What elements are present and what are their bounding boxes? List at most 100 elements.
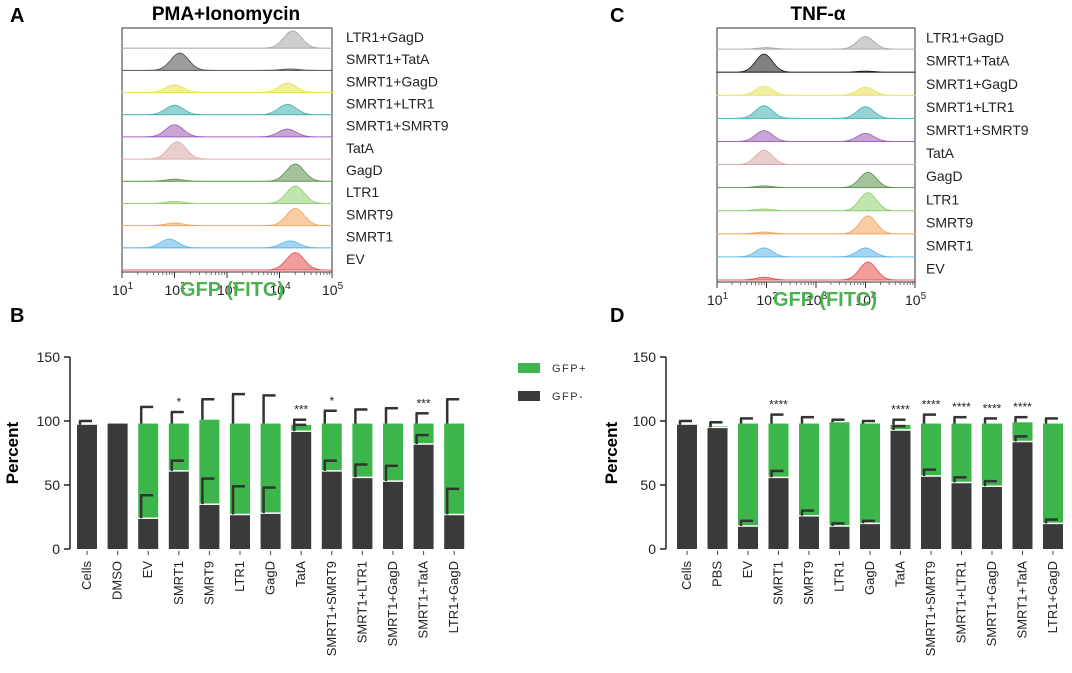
y-tick-label-d: 150 <box>633 349 657 365</box>
bar-gfp-neg-b-ltr1-plus-gagd <box>444 514 465 549</box>
legend-label-gfp-neg: GFP- <box>552 391 584 403</box>
bar-gfp-neg-d-ltr1 <box>829 525 850 549</box>
panel-b-bar-chart: 0 50 100 150 Percent Cells DMSO EV SMRT1 * SMRT9 LT… <box>3 349 465 656</box>
histogram-c-smrt1-plus-smrt9 <box>716 130 916 142</box>
panel-c-title: TNF-α <box>791 4 846 25</box>
x-tick-label-c: 101 <box>707 291 729 308</box>
histogram-c-ltr1-plus-gagd <box>716 36 916 50</box>
bar-gfp-pos-d-tata <box>890 424 911 430</box>
bar-gfp-neg-b-tata <box>291 431 312 549</box>
bar-gfp-pos-d-gagd <box>860 423 880 524</box>
bar-gfp-pos-d-smrt1-plus-smrt9 <box>921 423 941 477</box>
sample-label-c-ltr1: LTR1 <box>926 191 959 207</box>
panel-c-histograms: LTR1+GagD SMRT1+TatA SMRT1+GagD SMRT1+LTR1 S… <box>707 30 1029 308</box>
y-tick-label-d: 0 <box>648 541 656 557</box>
category-label-b-gagd: GagD <box>263 561 278 595</box>
x-tick-label-c: 105 <box>905 291 927 308</box>
bar-gfp-pos-b-ltr1 <box>230 423 250 515</box>
sample-label-a-smrt1-plus-tata: SMRT1+TatA <box>346 51 430 67</box>
category-label-d-smrt1-plus-ltr1: SMRT1+LTR1 <box>954 561 969 643</box>
bar-gfp-neg-d-ltr1-plus-gagd <box>1043 523 1063 549</box>
bar-gfp-neg-b-cells <box>77 424 97 549</box>
category-label-d-ltr1-plus-gagd: LTR1+GagD <box>1045 561 1060 633</box>
bar-gfp-neg-d-smrt9 <box>799 515 819 549</box>
category-label-b-smrt1-plus-ltr1: SMRT1+LTR1 <box>354 561 369 643</box>
category-label-b-smrt1-plus-smrt9: SMRT1+SMRT9 <box>324 561 339 656</box>
panel-label-b: B <box>10 305 24 327</box>
histogram-c-ev <box>717 261 915 281</box>
panel-label-a: A <box>10 5 24 27</box>
category-label-b-smrt1: SMRT1 <box>171 561 186 605</box>
bar-gfp-pos-d-smrt9 <box>799 423 819 516</box>
category-label-d-ltr1: LTR1 <box>832 561 847 592</box>
bar-gfp-neg-b-smrt9 <box>199 504 220 549</box>
sample-label-c-smrt1-plus-smrt9: SMRT1+SMRT9 <box>926 122 1029 138</box>
bar-gfp-pos-b-tata <box>291 424 312 432</box>
panel-c-xlabel: GFP (FITC) <box>773 289 877 311</box>
sample-label-a-ltr1-plus-gagd: LTR1+GagD <box>346 29 424 45</box>
histogram-a-ev <box>122 252 332 271</box>
y-tick-label-b: 0 <box>52 541 60 557</box>
significance-d-smrt1-plus-smrt9: **** <box>922 398 941 412</box>
histogram-a-smrt1-plus-ltr1 <box>121 103 333 116</box>
histogram-a-ltr1 <box>121 185 333 204</box>
category-label-b-dmso: DMSO <box>110 561 125 600</box>
histogram-c-smrt1-plus-ltr1 <box>716 105 916 119</box>
sample-label-a-smrt1-plus-smrt9: SMRT1+SMRT9 <box>346 118 449 134</box>
sample-label-c-ev: EV <box>926 261 945 277</box>
category-label-b-tata: TatA <box>293 561 308 587</box>
category-label-b-cells: Cells <box>79 561 94 590</box>
category-label-b-smrt1-plus-gagd: SMRT1+GagD <box>385 561 400 646</box>
significance-d-smrt1-plus-gagd: **** <box>983 401 1002 415</box>
significance-d-smrt1-plus-tata: **** <box>1013 400 1032 414</box>
panel-label-c: C <box>610 5 624 27</box>
histogram-a-ltr1-plus-gagd <box>121 30 333 49</box>
sample-label-a-smrt1-plus-ltr1: SMRT1+LTR1 <box>346 96 435 112</box>
bar-gfp-pos-d-smrt1-plus-gagd <box>982 423 1002 487</box>
bar-gfp-neg-b-gagd <box>260 513 281 549</box>
histogram-c-tata <box>716 149 916 165</box>
category-label-b-smrt9: SMRT9 <box>201 561 216 605</box>
sample-label-c-ltr1-plus-gagd: LTR1+GagD <box>926 30 1004 46</box>
bar-gfp-neg-d-cells <box>677 424 697 549</box>
sample-label-a-tata: TatA <box>346 140 375 156</box>
sample-label-c-smrt1: SMRT1 <box>926 237 973 253</box>
sample-label-c-gagd: GagD <box>926 168 963 184</box>
y-tick-label-b: 150 <box>37 349 61 365</box>
bar-gfp-neg-b-smrt1 <box>168 470 189 549</box>
bar-gfp-neg-b-smrt1-plus-smrt9 <box>321 470 342 549</box>
y-axis-label-b: Percent <box>3 421 22 484</box>
histogram-a-smrt1 <box>121 238 333 249</box>
bar-gfp-neg-d-smrt1-plus-ltr1 <box>951 482 972 549</box>
bar-gfp-neg-d-smrt1-plus-gagd <box>982 486 1002 549</box>
category-label-d-ev: EV <box>740 561 755 579</box>
legend-swatch-gfp-neg <box>518 391 540 401</box>
y-tick-label-d: 50 <box>640 477 656 493</box>
panel-a-title: PMA+Ionomycin <box>152 4 300 25</box>
histogram-a-smrt1-plus-gagd <box>121 82 333 93</box>
legend-swatch-gfp-pos <box>518 363 540 373</box>
category-label-d-pbs: PBS <box>710 561 725 587</box>
sample-label-a-gagd: GagD <box>346 162 383 178</box>
histogram-a-tata <box>121 141 333 160</box>
sample-label-c-smrt1-plus-tata: SMRT1+TatA <box>926 53 1010 69</box>
sample-label-a-ltr1: LTR1 <box>346 184 379 200</box>
bar-gfp-pos-b-smrt1-plus-smrt9 <box>321 423 342 471</box>
sample-label-a-ev: EV <box>346 251 365 267</box>
bar-gfp-pos-d-ltr1-plus-gagd <box>1043 423 1063 524</box>
bar-gfp-neg-b-dmso <box>107 423 128 549</box>
category-label-b-ltr1-plus-gagd: LTR1+GagD <box>446 561 461 633</box>
category-label-b-smrt1-plus-tata: SMRT1+TatA <box>416 561 431 639</box>
panel-d-bar-chart: 0 50 100 150 Percent Cells PBS EV SMRT1 **** SMRT9… <box>602 349 1063 656</box>
significance-d-tata: **** <box>891 403 910 417</box>
histogram-c-gagd <box>716 171 916 189</box>
significance-b-smrt1: * <box>176 395 181 409</box>
bar-gfp-pos-b-smrt9 <box>199 419 220 505</box>
bar-gfp-pos-d-smrt1 <box>768 423 789 478</box>
category-label-d-smrt1: SMRT1 <box>771 561 786 605</box>
sample-label-c-smrt9: SMRT9 <box>926 214 973 230</box>
bar-gfp-pos-d-smrt1-plus-ltr1 <box>951 423 972 483</box>
bar-gfp-pos-b-ltr1-plus-gagd <box>444 423 465 515</box>
bar-gfp-neg-b-ev <box>138 518 159 549</box>
